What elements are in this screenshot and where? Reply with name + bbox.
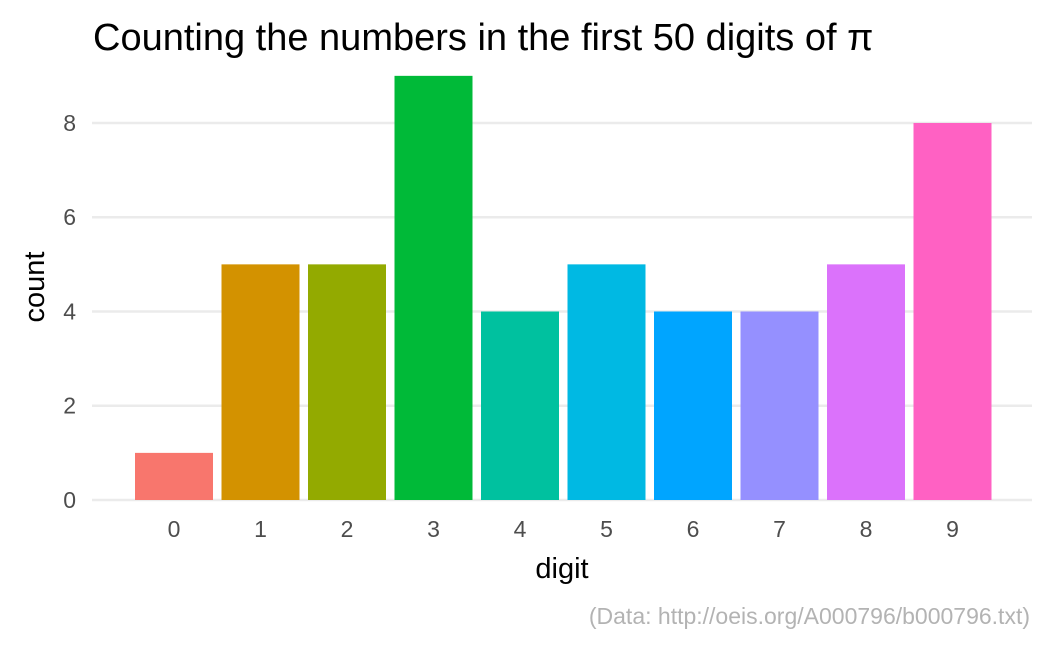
y-tick-label: 0 — [63, 487, 76, 513]
x-tick-label: 3 — [427, 516, 440, 542]
x-axis-title: digit — [535, 553, 588, 585]
bar-digit-6 — [654, 311, 732, 500]
chart-caption: (Data: http://oeis.org/A000796/b000796.t… — [589, 603, 1030, 629]
bar-digit-5 — [567, 264, 646, 500]
bar-digit-9 — [913, 122, 992, 500]
bar-digit-3 — [394, 75, 473, 500]
x-tick-label: 9 — [946, 516, 959, 542]
bar-digit-0 — [135, 452, 213, 500]
y-axis-title: count — [19, 252, 51, 323]
x-tick-label: 6 — [687, 516, 700, 542]
y-tick-label: 6 — [63, 204, 76, 230]
x-tick-label: 8 — [860, 516, 873, 542]
x-tick-label: 0 — [168, 516, 181, 542]
y-axis-ticks: 0 2 4 6 8 — [63, 110, 76, 513]
bar-digit-8 — [827, 264, 905, 500]
bar-digit-1 — [221, 264, 300, 500]
y-tick-label: 8 — [63, 110, 76, 136]
bar-digit-7 — [740, 311, 819, 500]
x-tick-label: 5 — [600, 516, 613, 542]
chart-title: Counting the numbers in the first 50 dig… — [93, 17, 873, 59]
bar-digit-2 — [308, 264, 386, 500]
y-tick-label: 2 — [63, 393, 76, 419]
x-tick-label: 4 — [514, 516, 527, 542]
y-tick-label: 4 — [63, 298, 76, 324]
x-axis-ticks: 0 1 2 3 4 5 6 7 8 9 — [168, 516, 959, 542]
x-tick-label: 1 — [254, 516, 267, 542]
x-tick-label: 7 — [773, 516, 786, 542]
bar-digit-4 — [481, 311, 559, 500]
bars — [135, 75, 992, 500]
x-tick-label: 2 — [341, 516, 354, 542]
